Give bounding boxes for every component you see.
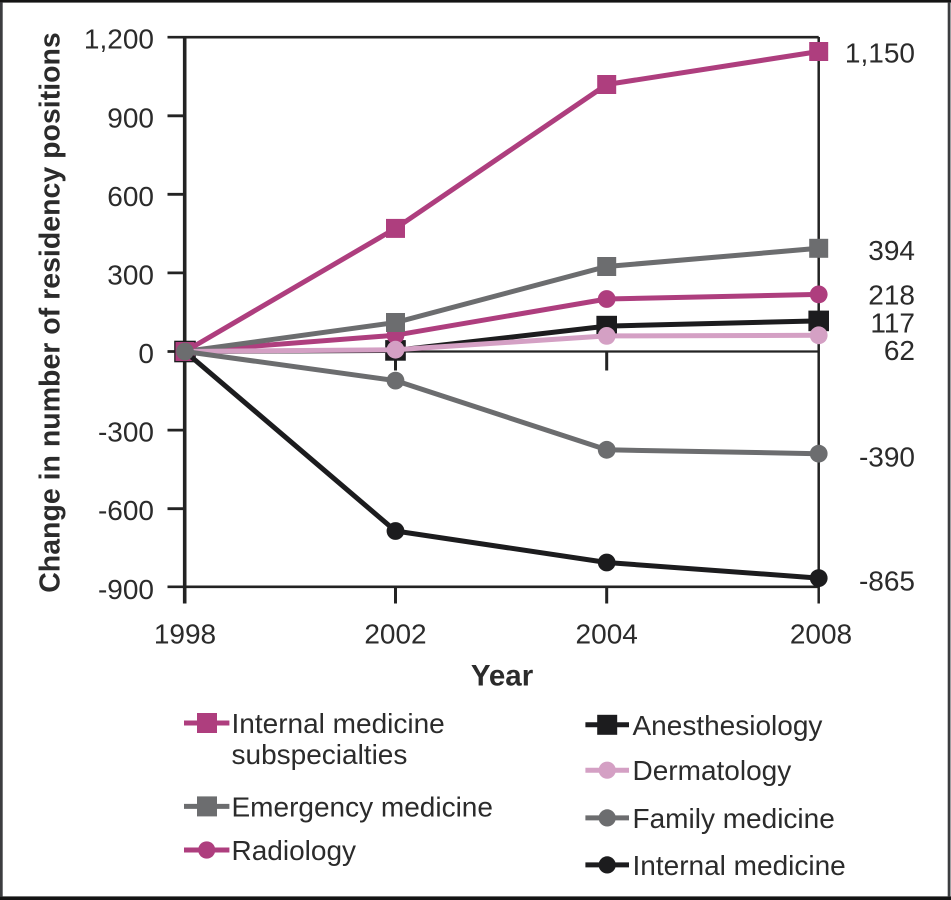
svg-text:Radiology: Radiology (232, 835, 357, 866)
svg-text:0: 0 (138, 338, 154, 369)
svg-text:-390: -390 (859, 442, 915, 473)
svg-text:62: 62 (884, 335, 915, 366)
svg-text:Family medicine: Family medicine (633, 803, 835, 834)
svg-text:2002: 2002 (364, 619, 426, 650)
svg-text:218: 218 (868, 279, 915, 310)
svg-text:-300: -300 (98, 417, 154, 448)
svg-text:-900: -900 (98, 574, 154, 605)
svg-text:600: 600 (107, 181, 154, 212)
svg-text:Change in number of residency: Change in number of residency positions (35, 32, 67, 593)
svg-text:394: 394 (868, 235, 915, 266)
svg-text:2008: 2008 (790, 619, 852, 650)
svg-text:Year: Year (471, 660, 534, 693)
svg-text:subspecialties: subspecialties (232, 739, 408, 770)
svg-text:117: 117 (870, 308, 915, 339)
svg-text:Internal medicine: Internal medicine (633, 850, 846, 881)
svg-text:1,150: 1,150 (845, 38, 915, 69)
svg-text:Internal medicine: Internal medicine (232, 708, 445, 739)
svg-text:-865: -865 (859, 566, 915, 597)
svg-text:2004: 2004 (576, 619, 638, 650)
svg-text:300: 300 (107, 259, 154, 290)
svg-text:1998: 1998 (154, 619, 216, 650)
svg-text:-600: -600 (98, 495, 154, 526)
svg-text:1,200: 1,200 (84, 24, 154, 55)
svg-text:Emergency medicine: Emergency medicine (232, 791, 493, 822)
svg-text:900: 900 (107, 102, 154, 133)
svg-text:Anesthesiology: Anesthesiology (633, 710, 823, 741)
svg-text:Dermatology: Dermatology (633, 755, 792, 786)
